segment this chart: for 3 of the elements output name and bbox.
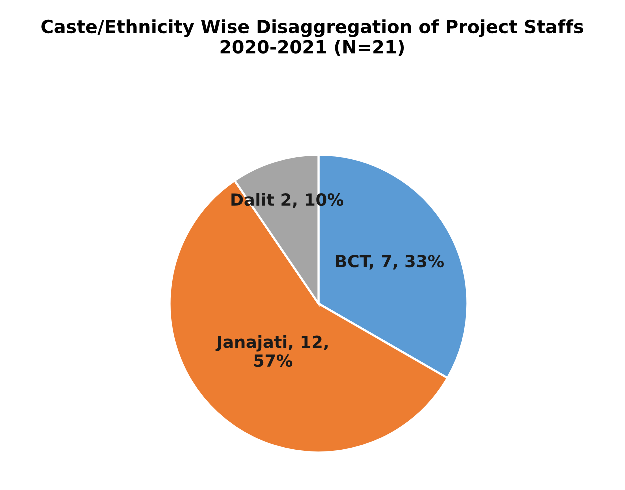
chart-title: Caste/Ethnicity Wise Disaggregation of Project Staffs 2020-2021 (N=21) [42, 20, 584, 56]
slice-label: Janajati, 12, 57% [216, 335, 328, 368]
slice-label: BCT, 7, 33% [336, 255, 444, 270]
